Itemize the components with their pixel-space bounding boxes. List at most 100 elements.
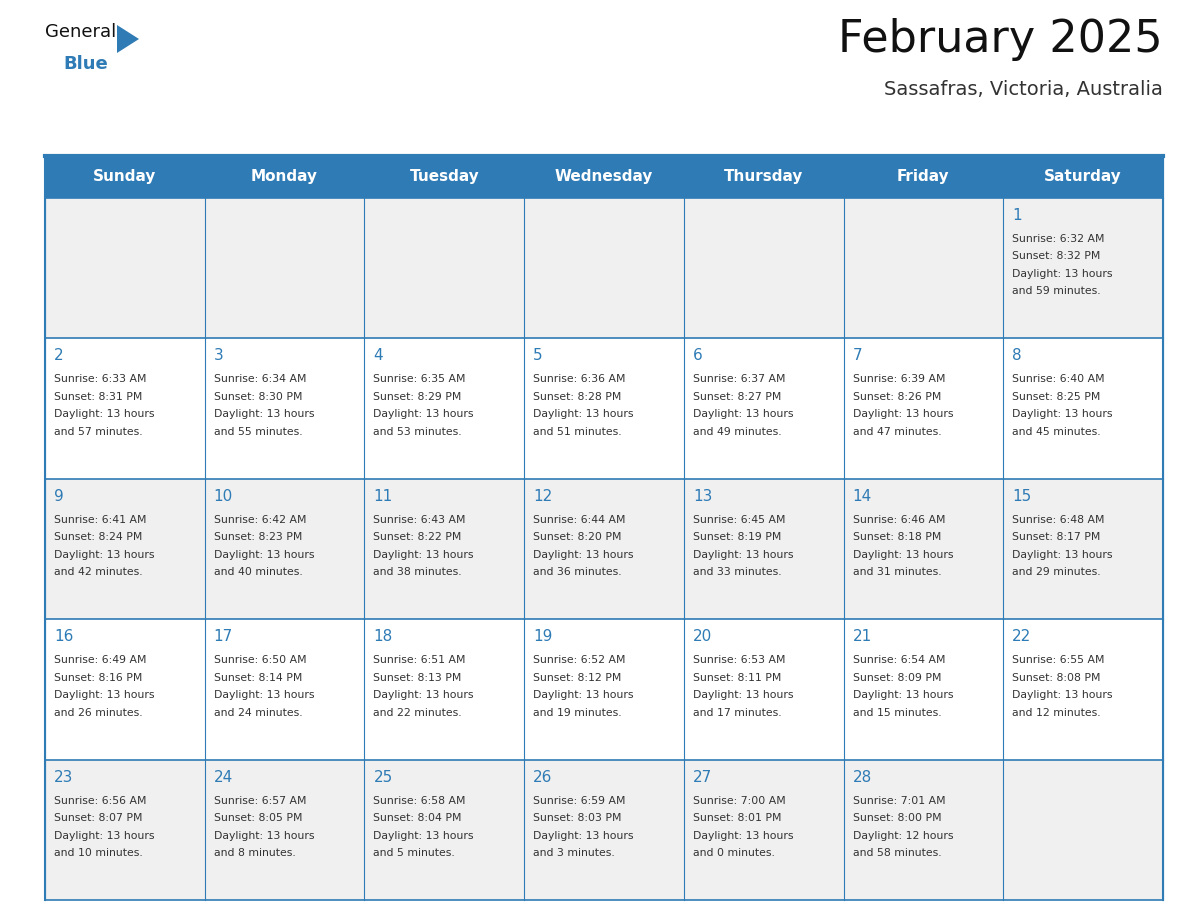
Text: February 2025: February 2025 — [839, 18, 1163, 61]
Text: Sunrise: 6:37 AM: Sunrise: 6:37 AM — [693, 375, 785, 385]
Text: Daylight: 13 hours: Daylight: 13 hours — [853, 409, 953, 420]
Text: Blue: Blue — [63, 55, 108, 73]
Text: Sunrise: 6:40 AM: Sunrise: 6:40 AM — [1012, 375, 1105, 385]
Text: Daylight: 13 hours: Daylight: 13 hours — [1012, 550, 1113, 560]
Text: and 29 minutes.: and 29 minutes. — [1012, 567, 1101, 577]
Text: and 22 minutes.: and 22 minutes. — [373, 708, 462, 718]
Text: and 3 minutes.: and 3 minutes. — [533, 848, 615, 858]
Text: 1: 1 — [1012, 208, 1022, 223]
Text: Daylight: 13 hours: Daylight: 13 hours — [373, 409, 474, 420]
Text: and 42 minutes.: and 42 minutes. — [53, 567, 143, 577]
Text: Sunrise: 6:51 AM: Sunrise: 6:51 AM — [373, 655, 466, 666]
Text: Sunset: 8:28 PM: Sunset: 8:28 PM — [533, 392, 621, 402]
Text: 21: 21 — [853, 629, 872, 644]
Text: and 15 minutes.: and 15 minutes. — [853, 708, 941, 718]
Text: 25: 25 — [373, 769, 393, 785]
Text: and 51 minutes.: and 51 minutes. — [533, 427, 621, 437]
Text: Sunset: 8:29 PM: Sunset: 8:29 PM — [373, 392, 462, 402]
Text: Sunrise: 6:39 AM: Sunrise: 6:39 AM — [853, 375, 946, 385]
Text: Daylight: 13 hours: Daylight: 13 hours — [533, 550, 633, 560]
Text: 27: 27 — [693, 769, 712, 785]
Text: and 17 minutes.: and 17 minutes. — [693, 708, 782, 718]
Text: 17: 17 — [214, 629, 233, 644]
Text: Sunrise: 6:57 AM: Sunrise: 6:57 AM — [214, 796, 307, 806]
Text: and 59 minutes.: and 59 minutes. — [1012, 286, 1101, 297]
Text: and 8 minutes.: and 8 minutes. — [214, 848, 296, 858]
Bar — [45, 620, 1163, 759]
Text: Sunset: 8:11 PM: Sunset: 8:11 PM — [693, 673, 782, 683]
Text: Sunset: 8:23 PM: Sunset: 8:23 PM — [214, 532, 302, 543]
Text: Daylight: 13 hours: Daylight: 13 hours — [693, 831, 794, 841]
Text: Thursday: Thursday — [723, 170, 803, 185]
Text: Sunset: 8:24 PM: Sunset: 8:24 PM — [53, 532, 143, 543]
Text: Sunset: 8:19 PM: Sunset: 8:19 PM — [693, 532, 782, 543]
Bar — [45, 339, 1163, 479]
Bar — [45, 198, 1163, 339]
Text: and 38 minutes.: and 38 minutes. — [373, 567, 462, 577]
Text: 12: 12 — [533, 488, 552, 504]
Text: 16: 16 — [53, 629, 74, 644]
Text: and 31 minutes.: and 31 minutes. — [853, 567, 941, 577]
Text: Daylight: 13 hours: Daylight: 13 hours — [853, 550, 953, 560]
Text: Sunset: 8:18 PM: Sunset: 8:18 PM — [853, 532, 941, 543]
Text: Daylight: 13 hours: Daylight: 13 hours — [853, 690, 953, 700]
Text: 22: 22 — [1012, 629, 1031, 644]
Text: Sunrise: 6:44 AM: Sunrise: 6:44 AM — [533, 515, 626, 525]
Text: Sunrise: 6:49 AM: Sunrise: 6:49 AM — [53, 655, 146, 666]
Text: Sunset: 8:16 PM: Sunset: 8:16 PM — [53, 673, 143, 683]
Text: Sunset: 8:20 PM: Sunset: 8:20 PM — [533, 532, 621, 543]
Text: and 53 minutes.: and 53 minutes. — [373, 427, 462, 437]
Text: 8: 8 — [1012, 349, 1022, 364]
Text: 23: 23 — [53, 769, 74, 785]
Text: 14: 14 — [853, 488, 872, 504]
Text: Sunset: 8:17 PM: Sunset: 8:17 PM — [1012, 532, 1100, 543]
Text: Daylight: 13 hours: Daylight: 13 hours — [53, 550, 154, 560]
Text: Daylight: 13 hours: Daylight: 13 hours — [693, 550, 794, 560]
Text: Sunset: 8:32 PM: Sunset: 8:32 PM — [1012, 252, 1100, 262]
Text: Saturday: Saturday — [1044, 170, 1121, 185]
Text: Sunrise: 6:42 AM: Sunrise: 6:42 AM — [214, 515, 307, 525]
Text: Sunset: 8:04 PM: Sunset: 8:04 PM — [373, 813, 462, 823]
Text: Sunset: 8:22 PM: Sunset: 8:22 PM — [373, 532, 462, 543]
Text: Sunrise: 6:46 AM: Sunrise: 6:46 AM — [853, 515, 946, 525]
Text: Sunrise: 6:58 AM: Sunrise: 6:58 AM — [373, 796, 466, 806]
Text: 11: 11 — [373, 488, 393, 504]
Text: Sunrise: 6:50 AM: Sunrise: 6:50 AM — [214, 655, 307, 666]
Text: Daylight: 13 hours: Daylight: 13 hours — [693, 409, 794, 420]
Text: Sunset: 8:12 PM: Sunset: 8:12 PM — [533, 673, 621, 683]
Text: and 55 minutes.: and 55 minutes. — [214, 427, 302, 437]
Text: Sassafras, Victoria, Australia: Sassafras, Victoria, Australia — [884, 80, 1163, 99]
Text: Daylight: 13 hours: Daylight: 13 hours — [214, 550, 314, 560]
Text: General: General — [45, 23, 116, 41]
Text: Daylight: 13 hours: Daylight: 13 hours — [373, 690, 474, 700]
Text: Sunrise: 6:34 AM: Sunrise: 6:34 AM — [214, 375, 307, 385]
Text: Sunrise: 6:55 AM: Sunrise: 6:55 AM — [1012, 655, 1105, 666]
Text: 13: 13 — [693, 488, 713, 504]
Text: and 19 minutes.: and 19 minutes. — [533, 708, 621, 718]
Text: Daylight: 13 hours: Daylight: 13 hours — [53, 690, 154, 700]
Text: Sunrise: 6:43 AM: Sunrise: 6:43 AM — [373, 515, 466, 525]
Text: Tuesday: Tuesday — [410, 170, 479, 185]
Text: Daylight: 12 hours: Daylight: 12 hours — [853, 831, 953, 841]
Text: Sunrise: 6:54 AM: Sunrise: 6:54 AM — [853, 655, 946, 666]
Text: and 10 minutes.: and 10 minutes. — [53, 848, 143, 858]
Text: Sunrise: 6:53 AM: Sunrise: 6:53 AM — [693, 655, 785, 666]
Text: Sunrise: 6:33 AM: Sunrise: 6:33 AM — [53, 375, 146, 385]
Text: 24: 24 — [214, 769, 233, 785]
Text: Sunset: 8:31 PM: Sunset: 8:31 PM — [53, 392, 143, 402]
Text: Wednesday: Wednesday — [555, 170, 653, 185]
Bar — [45, 759, 1163, 900]
Bar — [45, 156, 1163, 198]
Text: and 33 minutes.: and 33 minutes. — [693, 567, 782, 577]
Text: Daylight: 13 hours: Daylight: 13 hours — [214, 690, 314, 700]
Text: Sunset: 8:07 PM: Sunset: 8:07 PM — [53, 813, 143, 823]
Text: Sunset: 8:14 PM: Sunset: 8:14 PM — [214, 673, 302, 683]
Text: Sunrise: 6:48 AM: Sunrise: 6:48 AM — [1012, 515, 1105, 525]
Text: 5: 5 — [533, 349, 543, 364]
Text: Sunset: 8:00 PM: Sunset: 8:00 PM — [853, 813, 941, 823]
Text: Sunset: 8:27 PM: Sunset: 8:27 PM — [693, 392, 782, 402]
Text: Sunrise: 6:52 AM: Sunrise: 6:52 AM — [533, 655, 626, 666]
Text: Sunrise: 6:32 AM: Sunrise: 6:32 AM — [1012, 234, 1105, 244]
Bar — [45, 479, 1163, 620]
Text: Monday: Monday — [251, 170, 318, 185]
